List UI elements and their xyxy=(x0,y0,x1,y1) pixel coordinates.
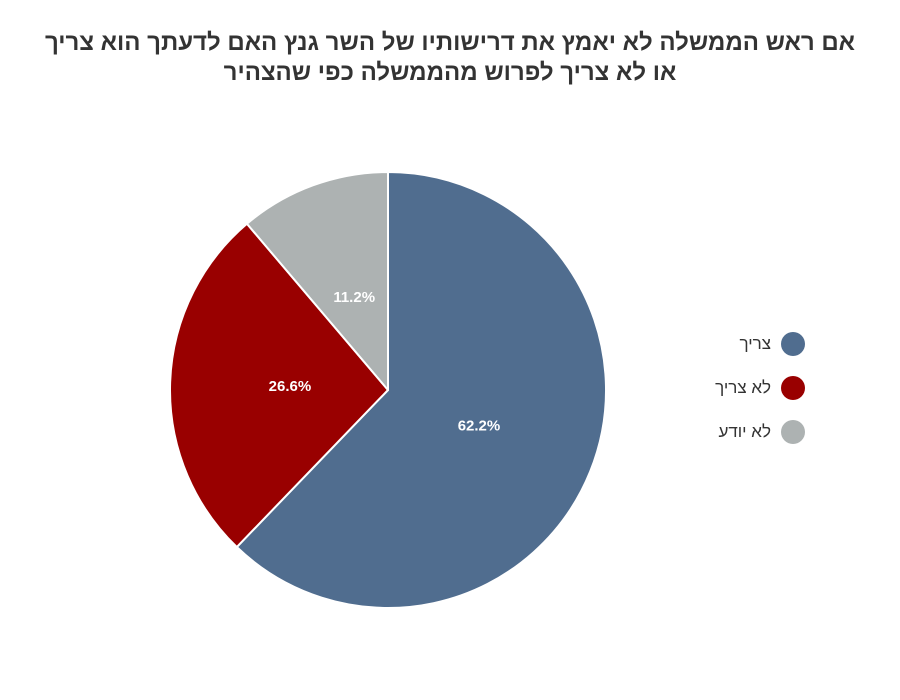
pie-slices xyxy=(169,171,607,609)
legend-swatch xyxy=(781,420,805,444)
legend-item[interactable]: לא צריך xyxy=(690,374,805,402)
data-label: 11.2% xyxy=(333,289,375,306)
legend-label: צריך xyxy=(739,334,771,353)
legend-label: לא צריך xyxy=(715,378,771,397)
pie-slice[interactable] xyxy=(169,222,389,549)
pie-slice[interactable] xyxy=(245,171,389,391)
legend-swatch xyxy=(781,376,805,400)
data-label: 26.6% xyxy=(269,378,312,395)
legend-item[interactable]: לא יודע xyxy=(690,418,805,446)
pie-slice[interactable] xyxy=(235,171,607,609)
legend-label: לא יודע xyxy=(718,422,771,441)
legend: צריך לא צריך לא יודע xyxy=(690,330,805,462)
legend-item[interactable]: צריך xyxy=(690,330,805,358)
pie-labels: 62.2% 26.6% 11.2% xyxy=(269,289,501,435)
chart-title: אם ראש הממשלה לא יאמץ את דרישותיו של השר… xyxy=(44,29,856,86)
data-label: 62.2% xyxy=(458,418,501,435)
legend-swatch xyxy=(781,332,805,356)
